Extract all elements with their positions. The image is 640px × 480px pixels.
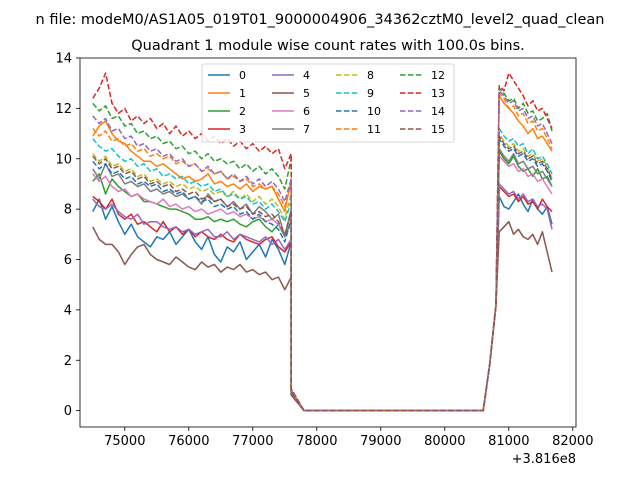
legend-box xyxy=(201,63,455,143)
series-line-1 xyxy=(92,95,553,412)
y-tick-label: 12 xyxy=(55,102,72,117)
x-tick-label: 79000 xyxy=(360,434,401,449)
x-tick-label: 76000 xyxy=(168,434,209,449)
legend-label-4: 4 xyxy=(303,69,310,82)
series-lines xyxy=(92,72,553,412)
series-line-9 xyxy=(92,127,553,412)
x-tick-label: 80000 xyxy=(424,434,465,449)
legend-label-7: 7 xyxy=(303,123,310,136)
y-tick-label: 4 xyxy=(64,303,72,318)
series-line-11 xyxy=(92,92,553,412)
legend-label-15: 15 xyxy=(431,123,445,136)
legend-label-10: 10 xyxy=(367,105,381,118)
plot-area: 75000 76000 77000 78000 79000 80000 81000 82000… xyxy=(55,52,593,468)
legend-label-13: 13 xyxy=(431,87,445,100)
legend-label-14: 14 xyxy=(431,105,445,118)
x-tick-label: 77000 xyxy=(232,434,273,449)
x-tick-label: 81000 xyxy=(488,434,529,449)
legend-label-3: 3 xyxy=(239,123,246,136)
x-tick-label: 75000 xyxy=(104,434,145,449)
legend-label-2: 2 xyxy=(239,105,246,118)
legend-label-11: 11 xyxy=(367,123,381,136)
series-line-3 xyxy=(92,185,553,412)
legend-label-8: 8 xyxy=(367,69,374,82)
y-tick-label: 2 xyxy=(64,354,72,369)
series-line-6 xyxy=(92,155,553,412)
legend-label-9: 9 xyxy=(367,87,374,100)
axes-frame xyxy=(79,57,577,428)
y-axis: 0 2 4 6 8 10 12 14 xyxy=(55,52,80,419)
series-line-10 xyxy=(92,137,553,412)
y-tick-label: 6 xyxy=(64,253,72,268)
series-line-5 xyxy=(92,220,553,412)
x-tick-label: 78000 xyxy=(296,434,337,449)
series-line-4 xyxy=(92,183,553,412)
series-line-7 xyxy=(92,147,553,412)
legend-label-5: 5 xyxy=(303,87,310,100)
y-tick-label: 10 xyxy=(55,152,72,167)
legend-label-0: 0 xyxy=(239,69,246,82)
x-offset-label: +3.816e8 xyxy=(512,452,576,467)
y-tick-label: 14 xyxy=(55,52,72,67)
y-tick-label: 8 xyxy=(64,203,72,218)
x-axis: 75000 76000 77000 78000 79000 80000 81000 82000 xyxy=(104,427,593,449)
series-line-13 xyxy=(92,72,553,412)
series-line-0 xyxy=(92,193,553,412)
series-line-8 xyxy=(92,132,553,412)
x-tick-label: 82000 xyxy=(552,434,593,449)
figure-suptitle: n file: modeM0/AS1A05_019T01_9000004906_… xyxy=(36,12,605,28)
y-tick-label: 0 xyxy=(64,404,72,419)
series-line-14 xyxy=(92,89,553,412)
legend-label-1: 1 xyxy=(239,87,246,100)
legend-label-6: 6 xyxy=(303,105,310,118)
legend-label-12: 12 xyxy=(431,69,445,82)
series-line-15 xyxy=(92,135,553,412)
axes-title: Quadrant 1 module wise count rates with … xyxy=(131,38,525,54)
series-line-2 xyxy=(92,150,553,412)
